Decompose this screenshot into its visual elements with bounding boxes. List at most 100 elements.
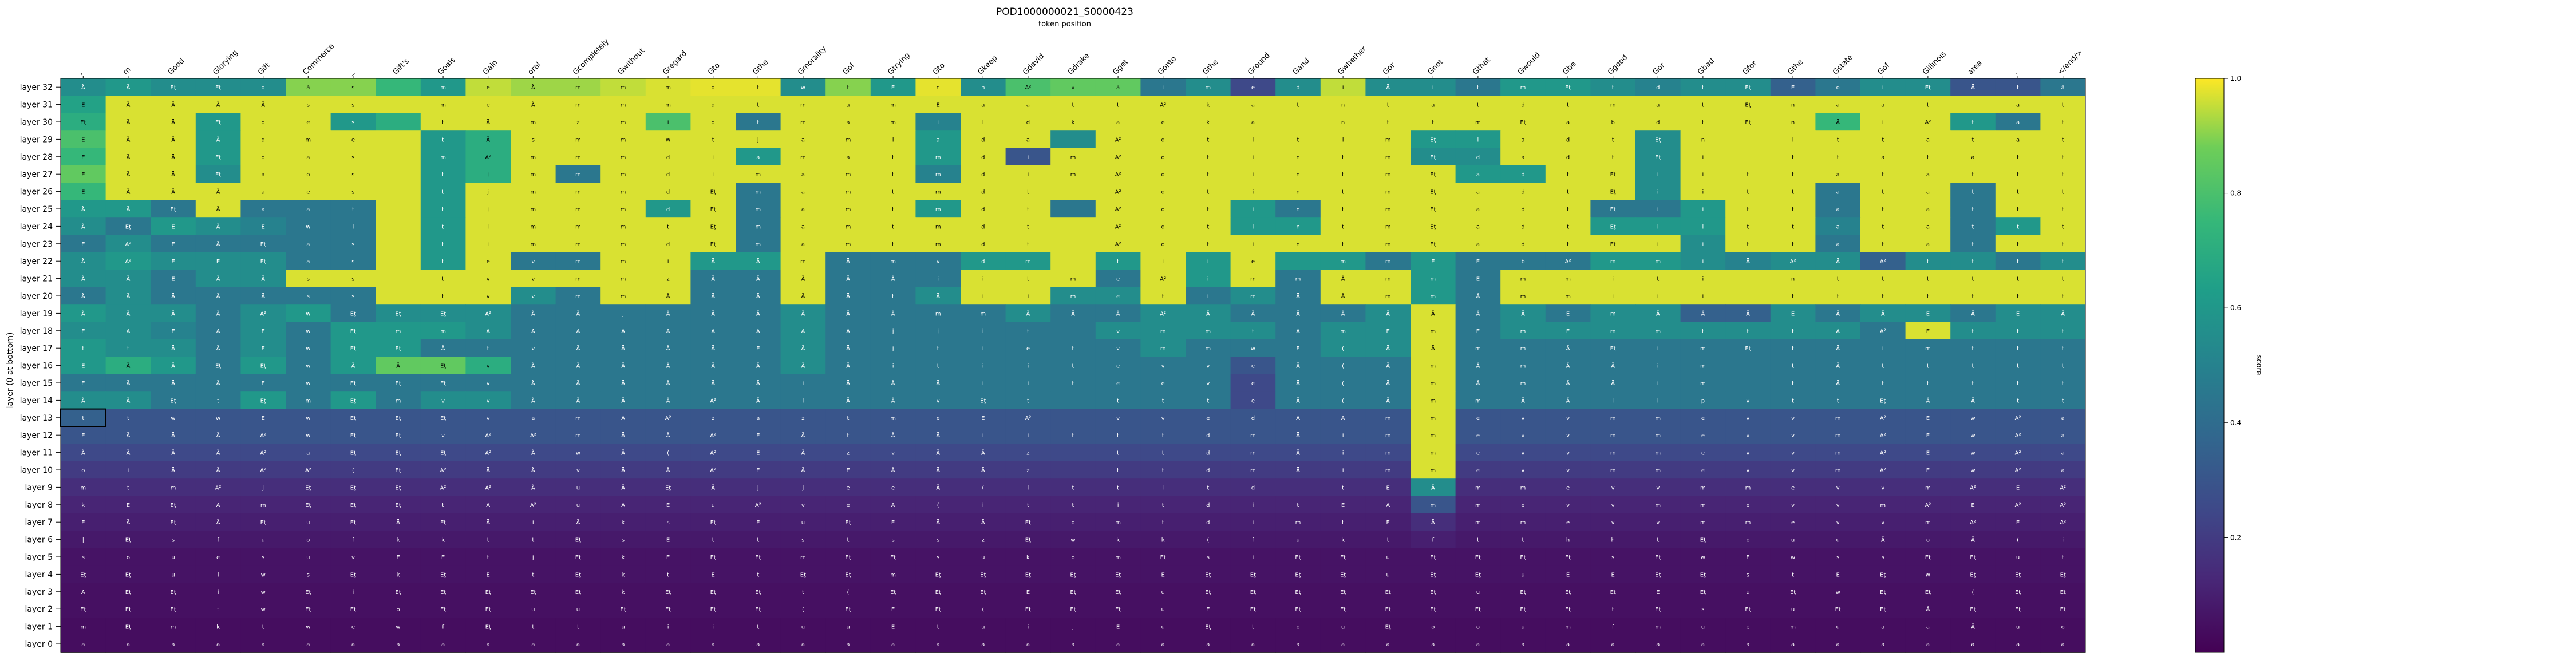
heatmap-cell xyxy=(1770,531,1816,549)
heatmap-cell-text: E xyxy=(396,555,400,561)
heatmap-cell-text: j xyxy=(757,485,759,491)
heatmap-cell-text: Eţ xyxy=(575,572,581,578)
heatmap-cell xyxy=(1275,618,1321,636)
heatmap-cell-text: m xyxy=(575,85,581,91)
heatmap-cell-text: m xyxy=(935,172,941,178)
heatmap-cell xyxy=(195,322,241,340)
heatmap-cell-text: i xyxy=(1702,172,1704,178)
heatmap-cell-text: Ä xyxy=(1476,362,1480,370)
heatmap-cell-text: t xyxy=(1837,294,1839,300)
heatmap-cell-text: Eţ xyxy=(1385,607,1391,613)
heatmap-cell xyxy=(736,531,781,549)
heatmap-cell-text: w xyxy=(306,328,310,335)
heatmap-cell-text: s xyxy=(666,520,669,526)
heatmap-cell xyxy=(1860,391,1906,410)
heatmap-cell-text: m xyxy=(1835,433,1841,439)
heatmap-cell-text: v xyxy=(441,433,445,439)
heatmap-cell-text: A² xyxy=(1880,468,1886,474)
heatmap-cell xyxy=(1455,374,1501,392)
heatmap-cell-text: Ä xyxy=(126,449,130,457)
heatmap-cell xyxy=(195,635,241,653)
heatmap-cell xyxy=(2040,374,2086,392)
heatmap-cell-text: a xyxy=(81,642,85,648)
heatmap-cell xyxy=(511,478,556,497)
heatmap-cell-text: t xyxy=(1972,381,1974,387)
heatmap-cell-text: Eţ xyxy=(350,311,356,317)
heatmap-cell-text: i xyxy=(982,346,984,352)
heatmap-cell-text: Ä xyxy=(1881,310,1885,317)
heatmap-cell xyxy=(825,217,871,236)
heatmap-cell-text: l xyxy=(982,120,984,126)
heatmap-cell-text: t xyxy=(2017,189,2019,196)
heatmap-cell-text: k xyxy=(1116,537,1120,544)
heatmap-cell xyxy=(1590,531,1636,549)
heatmap-cell-text: t xyxy=(262,624,264,631)
heatmap-cell-text: t xyxy=(1882,224,1884,230)
heatmap-cell-text: t xyxy=(1837,276,1839,283)
heatmap-cell xyxy=(870,217,916,236)
heatmap-cell-text: s xyxy=(801,537,804,544)
heatmap-cell xyxy=(1320,618,1366,636)
x-tick-label: Gof xyxy=(1876,61,1892,77)
heatmap-cell-text: | xyxy=(82,537,84,544)
heatmap-cell-text: a xyxy=(1656,642,1660,648)
heatmap-cell-text: m xyxy=(1745,520,1751,526)
heatmap-cell-text: t xyxy=(1972,224,1974,230)
heatmap-cell xyxy=(1365,130,1411,149)
heatmap-cell xyxy=(240,531,286,549)
heatmap-cell-text: v xyxy=(1747,468,1750,474)
heatmap-cell-text: u xyxy=(1746,589,1749,596)
heatmap-cell-text: d xyxy=(666,155,670,161)
heatmap-cell xyxy=(870,618,916,636)
heatmap-cell-text: i xyxy=(353,589,354,596)
heatmap-cell-text: v xyxy=(1791,468,1795,474)
heatmap-cell-text: Ä xyxy=(81,397,85,404)
heatmap-cell xyxy=(1186,391,1231,410)
heatmap-cell xyxy=(1500,496,1546,514)
heatmap-cell xyxy=(511,618,556,636)
heatmap-cell xyxy=(1545,565,1591,584)
heatmap-cell-text: t xyxy=(1027,189,1029,196)
heatmap-cell-text: s xyxy=(351,189,354,196)
heatmap-cell-text: a xyxy=(1656,102,1660,109)
y-tick-label: layer 20 xyxy=(20,292,53,301)
heatmap-cell-text: t xyxy=(1927,102,1929,109)
heatmap-cell xyxy=(1770,148,1816,166)
heatmap-cell-text: u xyxy=(306,520,310,526)
heatmap-cell-text: Ä xyxy=(666,379,670,387)
heatmap-cell-text: t xyxy=(1207,189,1209,196)
heatmap-cell xyxy=(420,374,466,392)
heatmap-cell xyxy=(1455,78,1501,96)
heatmap-cell xyxy=(915,618,961,636)
heatmap-cell-text: Eţ xyxy=(440,520,446,526)
heatmap-cell xyxy=(1095,635,1141,653)
heatmap-cell xyxy=(600,200,646,218)
heatmap-cell xyxy=(1815,565,1861,584)
heatmap-cell xyxy=(1005,426,1051,444)
heatmap-cell-text: i xyxy=(1342,137,1344,143)
heatmap-cell xyxy=(376,339,421,357)
heatmap-cell xyxy=(1770,304,1816,323)
heatmap-cell xyxy=(1230,252,1276,270)
heatmap-cell-text: Eţ xyxy=(980,589,986,596)
heatmap-cell-text: u xyxy=(171,572,175,578)
heatmap-cell xyxy=(690,461,736,479)
heatmap-cell-text: t xyxy=(217,398,219,404)
heatmap-cell-text: Eţ xyxy=(1745,346,1751,352)
heatmap-cell xyxy=(1140,565,1186,584)
heatmap-cell-text: Ä xyxy=(756,362,760,370)
heatmap-cell xyxy=(1815,374,1861,392)
heatmap-cell-text: Ä xyxy=(1836,362,1840,370)
heatmap-cell-text: z xyxy=(982,537,985,544)
heatmap-cell-text: E xyxy=(81,189,85,196)
heatmap-cell-text: E xyxy=(262,224,265,230)
heatmap-cell-text: Ä xyxy=(81,258,85,265)
heatmap-cell-text: Eţ xyxy=(1070,572,1076,578)
heatmap-cell-text: t xyxy=(577,624,579,631)
heatmap-cell-text: Ä xyxy=(1341,310,1345,317)
heatmap-cell-text: Eţ xyxy=(1880,589,1886,596)
heatmap-cell xyxy=(1815,252,1861,270)
x-tick-label: Gbe xyxy=(1561,60,1578,77)
heatmap-cell xyxy=(1950,287,1996,305)
